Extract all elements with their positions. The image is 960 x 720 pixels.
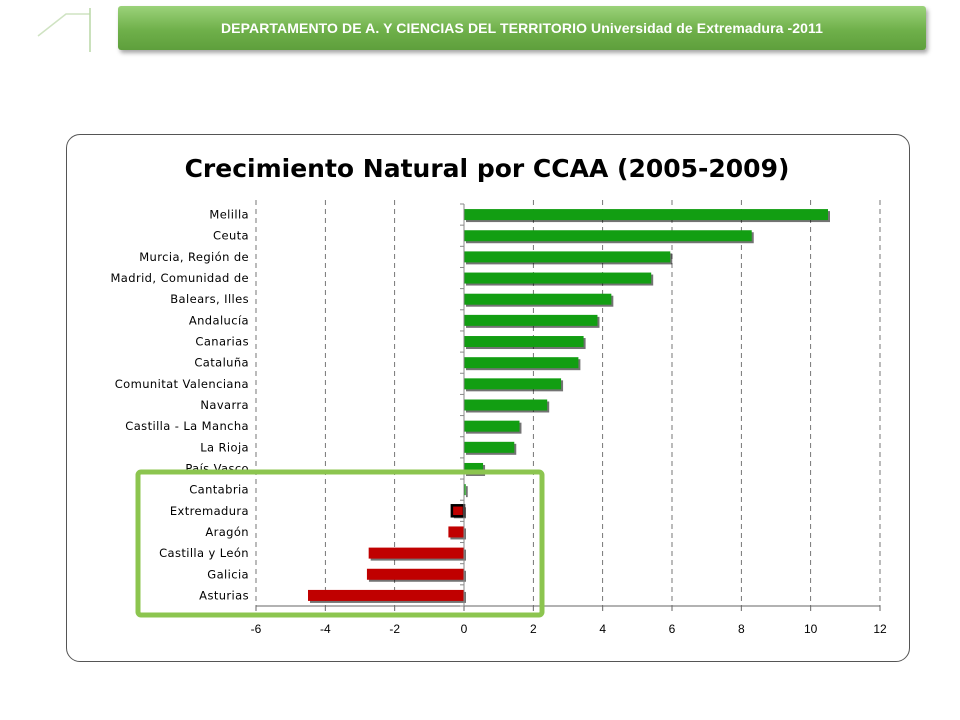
x-tick-label-2: -2 xyxy=(389,622,400,636)
bar-14 xyxy=(450,504,466,518)
category-label-1: Ceuta xyxy=(213,229,249,243)
category-label-8: Comunitat Valenciana xyxy=(115,377,249,391)
bar-1 xyxy=(464,230,752,242)
category-label-5: Andalucía xyxy=(189,313,249,327)
x-tick-label-4: 2 xyxy=(530,622,537,636)
bar-18 xyxy=(308,589,464,601)
category-label-11: La Rioja xyxy=(200,440,249,454)
x-tick-labels: -6 -4 -2 0 2 4 6 8 10 12 xyxy=(251,622,887,636)
header-title: DEPARTAMENTO DE A. Y CIENCIAS DEL TERRIT… xyxy=(220,20,824,36)
x-tick-label-8: 10 xyxy=(804,622,818,636)
x-tick-label-3: 0 xyxy=(461,622,468,636)
category-label-10: Castilla - La Mancha xyxy=(125,419,249,433)
bar-12 xyxy=(464,462,484,474)
bar-7 xyxy=(464,357,579,369)
bar-2 xyxy=(464,251,671,263)
x-tick-label-9: 12 xyxy=(873,622,887,636)
x-tick-label-6: 6 xyxy=(669,622,676,636)
category-label-13: Cantabria xyxy=(189,483,249,497)
bar-11 xyxy=(464,441,515,453)
category-label-0: Melilla xyxy=(209,208,249,222)
x-tick-label-7: 8 xyxy=(738,622,745,636)
bar-3 xyxy=(464,272,652,284)
category-label-6: Canarias xyxy=(195,335,249,349)
category-label-2: Murcia, Región de xyxy=(139,250,249,264)
bar-16 xyxy=(368,547,464,559)
bar-5 xyxy=(464,314,598,326)
bar-13 xyxy=(464,484,466,496)
category-labels: Melilla Ceuta Murcia, Región de Madrid, Com… xyxy=(110,208,249,603)
bar-8 xyxy=(464,378,562,390)
bar-shadows xyxy=(310,211,830,603)
category-label-7: Cataluña xyxy=(194,356,249,370)
corner-decoration xyxy=(37,8,91,52)
bar-9 xyxy=(464,399,548,411)
category-label-18: Asturias xyxy=(199,588,249,602)
highlight-overlay xyxy=(135,469,545,618)
category-label-9: Navarra xyxy=(200,398,249,412)
x-tick-label-5: 4 xyxy=(599,622,606,636)
bar-6 xyxy=(464,336,584,348)
axes xyxy=(255,203,881,611)
chart-title: Crecimiento Natural por CCAA (2005-2009) xyxy=(185,154,790,183)
category-label-3: Madrid, Comunidad de xyxy=(110,271,249,285)
highlight-box xyxy=(135,469,545,618)
bar-17 xyxy=(366,568,464,580)
bar-4 xyxy=(464,293,612,305)
bar-15 xyxy=(448,526,464,538)
header-banner: DEPARTAMENTO DE A. Y CIENCIAS DEL TERRIT… xyxy=(118,6,926,50)
bar-shadow-13 xyxy=(466,486,468,498)
x-tick-label-0: -6 xyxy=(251,622,262,636)
bar-0 xyxy=(464,209,828,221)
bar-10 xyxy=(464,420,520,432)
x-tick-label-1: -4 xyxy=(320,622,331,636)
bars xyxy=(308,209,828,601)
category-label-15: Aragón xyxy=(205,525,249,539)
category-label-17: Galicia xyxy=(207,567,249,581)
category-label-4: Balears, Illes xyxy=(170,292,249,306)
category-label-16: Castilla y León xyxy=(159,546,249,560)
category-label-14: Extremadura xyxy=(170,504,249,518)
